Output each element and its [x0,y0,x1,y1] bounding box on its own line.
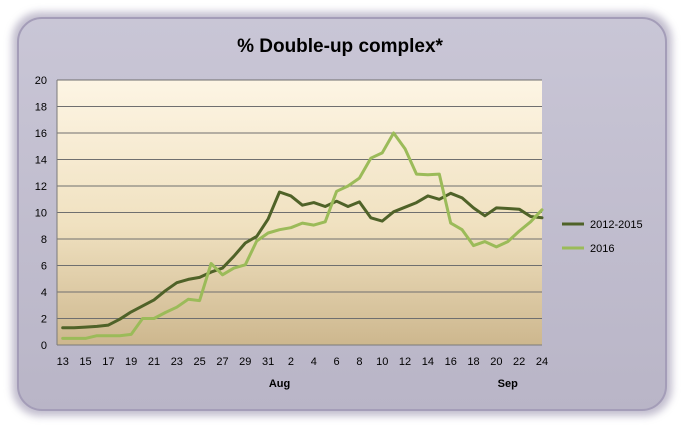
x-tick-label: 4 [311,356,317,368]
legend-label: 2012-2015 [590,219,643,231]
x-tick-label: 25 [194,356,206,368]
y-tick-label: 12 [35,181,47,193]
x-tick-label: 13 [57,356,69,368]
x-tick-label: 18 [467,356,479,368]
y-tick-label: 8 [41,234,47,246]
x-tick-label: 15 [79,356,91,368]
x-tick-label: 31 [262,356,274,368]
y-tick-label: 14 [35,155,47,167]
gridlines [57,79,542,319]
series-line-1 [61,190,544,330]
series-line-2 [61,131,544,340]
x-tick-label: 20 [490,356,502,368]
y-tick-label: 18 [35,102,47,114]
series-layer [61,131,544,340]
x-tick-label: 23 [171,356,183,368]
x-tick-label: 19 [125,356,137,368]
month-label: Aug [269,378,290,390]
y-tick-label: 2 [41,314,47,326]
x-tick-label: 29 [239,356,251,368]
x-tick-label: 2 [288,356,294,368]
y-tick-label: 20 [35,75,47,87]
y-axis: 0 2 4 6 8 10 12 14 16 18 20 [35,75,47,352]
y-tick-label: 16 [35,128,47,140]
x-tick-label: 27 [216,356,228,368]
legend: 2012-2015 2016 [562,219,643,255]
x-tick-label: 6 [334,356,340,368]
month-label: Sep [498,378,518,390]
x-tick-label: 17 [102,356,114,368]
x-tick-label: 16 [445,356,457,368]
x-tick-label: 10 [376,356,388,368]
x-tick-label: 12 [399,356,411,368]
y-tick-label: 6 [41,261,47,273]
x-tick-label: 14 [422,356,434,368]
y-tick-label: 0 [41,340,47,352]
x-tick-label: 8 [356,356,362,368]
x-tick-label: 24 [536,356,548,368]
chart-title: % Double-up complex* [237,36,443,57]
y-tick-label: 4 [41,287,47,299]
x-axis: 13 15 17 19 21 23 25 27 29 31 2 4 6 8 10 12 14 16 18 20 22 24… [56,80,548,390]
x-tick-label: 21 [148,356,160,368]
legend-label: 2016 [590,243,614,255]
y-tick-label: 10 [35,208,47,220]
x-tick-label: 22 [513,356,525,368]
